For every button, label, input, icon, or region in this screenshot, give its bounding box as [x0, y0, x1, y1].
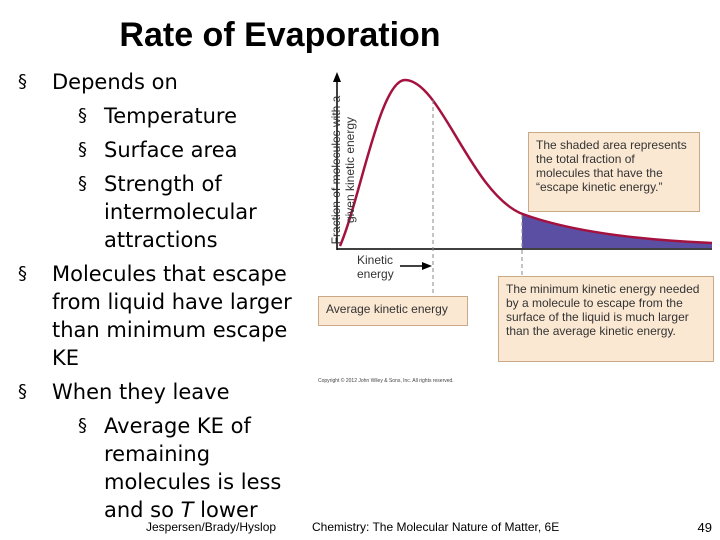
bullet-text: Molecules that escape from liquid have l… [52, 262, 292, 370]
sub-bullet: Average KE of remaining molecules is les… [78, 412, 318, 524]
bullet-text-italic: T [180, 498, 194, 522]
callout: The minimum kinetic energy needed by a m… [498, 276, 714, 362]
bullet: Depends on Temperature Surface area Stre… [18, 68, 318, 254]
sub-bullet: Strength of intermolecular attractions [78, 170, 318, 254]
bullet-text: Depends on [52, 70, 178, 94]
bullet-text: Temperature [104, 104, 238, 128]
page-number: 49 [697, 520, 712, 535]
sub-bullet: Temperature [78, 102, 318, 130]
bullet-text: lower [193, 498, 258, 522]
footer-book: Chemistry: The Molecular Nature of Matte… [312, 520, 560, 534]
bullet: Molecules that escape from liquid have l… [18, 260, 318, 372]
bullet-text: Average KE of remaining molecules is les… [104, 414, 282, 522]
bullet-text: When they leave [52, 380, 230, 404]
distribution-curve [338, 78, 713, 247]
average-label: Average kinetic energy [318, 296, 468, 326]
bullet-list: Depends on Temperature Surface area Stre… [18, 68, 318, 530]
shaded-area [522, 213, 712, 248]
x-axis-label: Kinetic energy [357, 253, 394, 281]
callout: The shaded area represents the total fra… [528, 132, 700, 212]
title: Rate of Evaporation [119, 16, 441, 54]
copyright: Copyright © 2012 John Wiley & Sons, Inc.… [318, 378, 454, 384]
y-axis-label: Fraction of molecules with a given kinet… [329, 95, 357, 245]
footer-authors: Jespersen/Brady/Hyslop [146, 520, 277, 534]
bullet: When they leave Average KE of remaining … [18, 378, 318, 524]
bullet-text: Surface area [104, 138, 238, 162]
bullet-text: Strength of intermolecular attractions [104, 172, 257, 252]
sub-bullet: Surface area [78, 136, 318, 164]
